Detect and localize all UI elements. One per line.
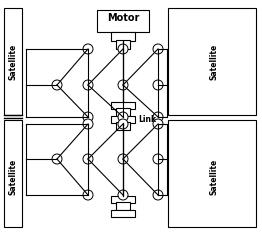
Text: Satellite: Satellite [210,159,219,195]
Bar [111,210,135,217]
Bar [168,8,256,115]
Bar [168,120,256,227]
Circle shape [118,190,128,200]
Circle shape [153,112,163,122]
Text: Satellite: Satellite [8,159,18,195]
Circle shape [153,190,163,200]
Bar [111,32,135,41]
Text: Satellite: Satellite [8,44,18,80]
Circle shape [83,154,93,164]
Bar [4,8,22,115]
Circle shape [83,119,93,129]
Bar [111,102,135,109]
Circle shape [118,112,128,122]
Circle shape [153,119,163,129]
Bar [111,116,135,123]
Circle shape [83,112,93,122]
Bar [116,122,130,130]
Circle shape [83,80,93,90]
Bar [97,10,149,32]
Bar [116,40,130,49]
Bar [116,202,130,210]
Bar [111,196,135,203]
Text: Link: Link [138,114,156,123]
Circle shape [118,80,128,90]
Circle shape [52,80,62,90]
Circle shape [153,80,163,90]
Text: Motor: Motor [107,13,139,23]
Text: Satellite: Satellite [210,44,219,80]
Bar [116,108,130,116]
Circle shape [153,154,163,164]
Circle shape [83,190,93,200]
Circle shape [83,44,93,54]
Circle shape [118,44,128,54]
Circle shape [118,119,128,129]
Circle shape [153,44,163,54]
Bar [4,120,22,227]
Circle shape [118,154,128,164]
Circle shape [52,154,62,164]
